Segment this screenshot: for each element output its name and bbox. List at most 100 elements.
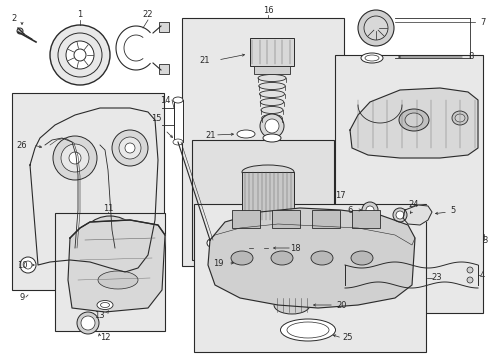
Ellipse shape: [98, 271, 138, 289]
Ellipse shape: [242, 213, 294, 227]
Bar: [174, 100, 183, 142]
Circle shape: [260, 114, 284, 138]
Text: 4: 4: [479, 270, 485, 279]
Circle shape: [66, 41, 94, 69]
Text: 5: 5: [450, 206, 455, 215]
Text: 23: 23: [432, 274, 442, 283]
Text: 11: 11: [103, 203, 113, 212]
Circle shape: [17, 28, 23, 34]
Bar: [335, 55, 483, 313]
Circle shape: [352, 277, 358, 283]
Ellipse shape: [455, 114, 465, 122]
Circle shape: [88, 226, 132, 270]
Circle shape: [20, 257, 36, 273]
Text: 26: 26: [17, 140, 27, 149]
Ellipse shape: [361, 53, 383, 63]
Bar: [352, 210, 380, 228]
Ellipse shape: [271, 251, 293, 265]
Ellipse shape: [260, 90, 285, 98]
Text: 21: 21: [205, 131, 216, 140]
Text: 8: 8: [468, 51, 473, 60]
Bar: [272, 210, 300, 228]
Polygon shape: [350, 88, 478, 158]
Ellipse shape: [274, 296, 310, 314]
Ellipse shape: [261, 107, 283, 113]
Bar: [182, 18, 344, 266]
Ellipse shape: [173, 97, 183, 103]
Ellipse shape: [262, 114, 282, 122]
Text: 1: 1: [77, 9, 83, 18]
Bar: [192, 140, 334, 260]
Ellipse shape: [242, 165, 294, 179]
Circle shape: [207, 239, 215, 247]
Circle shape: [362, 202, 378, 218]
Circle shape: [50, 25, 110, 85]
Ellipse shape: [365, 55, 379, 61]
Bar: [232, 210, 260, 228]
Text: 18: 18: [290, 243, 300, 252]
Text: 25: 25: [343, 333, 353, 342]
Text: 17: 17: [335, 190, 345, 199]
Ellipse shape: [287, 322, 329, 338]
Ellipse shape: [256, 260, 274, 266]
Circle shape: [393, 208, 407, 222]
Polygon shape: [68, 220, 165, 312]
Ellipse shape: [251, 257, 279, 269]
Text: 2: 2: [11, 14, 17, 23]
Polygon shape: [208, 208, 415, 308]
Ellipse shape: [258, 75, 286, 81]
Bar: [159, 22, 169, 32]
Circle shape: [366, 206, 374, 214]
Text: 16: 16: [263, 5, 273, 14]
Circle shape: [100, 238, 120, 258]
Text: 10: 10: [17, 261, 27, 270]
Circle shape: [358, 10, 394, 46]
Text: 15: 15: [151, 113, 162, 122]
Circle shape: [53, 136, 97, 180]
Polygon shape: [403, 205, 432, 225]
Circle shape: [119, 137, 141, 159]
Ellipse shape: [280, 319, 336, 341]
Ellipse shape: [351, 251, 373, 265]
Circle shape: [69, 152, 81, 164]
Ellipse shape: [274, 292, 310, 302]
Circle shape: [112, 130, 148, 166]
Circle shape: [265, 119, 279, 133]
Bar: [242, 172, 294, 220]
Ellipse shape: [260, 99, 284, 105]
Ellipse shape: [405, 113, 423, 127]
Circle shape: [364, 16, 388, 40]
Ellipse shape: [231, 251, 253, 265]
Circle shape: [467, 277, 473, 283]
Bar: [159, 64, 169, 74]
Circle shape: [81, 316, 95, 330]
Ellipse shape: [237, 130, 255, 138]
Ellipse shape: [100, 302, 109, 307]
Text: 22: 22: [143, 9, 153, 18]
Circle shape: [74, 49, 86, 61]
Circle shape: [125, 143, 135, 153]
Circle shape: [352, 267, 358, 273]
Ellipse shape: [452, 111, 468, 125]
Text: 13: 13: [95, 311, 105, 320]
Bar: [312, 210, 340, 228]
Ellipse shape: [252, 245, 264, 251]
Bar: [55, 213, 165, 331]
Bar: [12, 93, 164, 290]
Circle shape: [58, 33, 102, 77]
Circle shape: [467, 267, 473, 273]
Text: 24: 24: [409, 199, 419, 208]
Ellipse shape: [259, 82, 285, 90]
Circle shape: [61, 144, 89, 172]
Ellipse shape: [311, 251, 333, 265]
Text: 12: 12: [100, 333, 110, 342]
Circle shape: [24, 261, 32, 269]
Ellipse shape: [263, 134, 281, 142]
Bar: [250, 38, 294, 66]
Ellipse shape: [173, 139, 183, 145]
Bar: [194, 204, 426, 352]
Text: 19: 19: [213, 258, 223, 267]
Text: 14: 14: [160, 95, 170, 104]
Text: 7: 7: [480, 18, 486, 27]
Circle shape: [77, 312, 99, 334]
